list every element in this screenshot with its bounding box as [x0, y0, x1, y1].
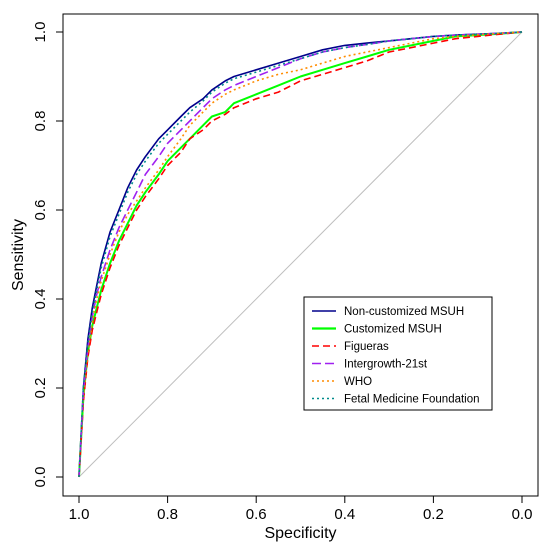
series-line-figueras: [78, 31, 523, 478]
series-line-customized-msuh: [78, 31, 523, 478]
plot-frame: [62, 13, 539, 497]
y-tick-label: 0.6: [32, 200, 49, 221]
series-line-non-customized-msuh: [78, 31, 523, 478]
x-tick-label: 1.0: [69, 506, 90, 523]
x-axis: 1.0 0.8 0.6 0.4 0.2 0.0: [69, 496, 533, 523]
legend-label-non-customized-msuh: Non-customized MSUH: [344, 306, 464, 318]
x-tick-label: 0.0: [512, 506, 533, 523]
y-tick-label: 0.2: [32, 378, 49, 399]
series-line-intergrowth-21st: [78, 31, 523, 478]
series-line-fetal-medicine-foundation: [78, 31, 523, 478]
series-line-who: [78, 31, 523, 478]
y-axis: 0.0 0.2 0.4 0.6 0.8 1.0: [32, 22, 63, 488]
x-axis-label: Specificity: [264, 525, 336, 542]
legend: Non-customized MSUH Customized MSUH Figuer…: [303, 296, 493, 411]
legend-label-figueras: Figueras: [344, 341, 389, 353]
x-tick-label: 0.4: [334, 506, 355, 523]
y-tick-label: 0.0: [32, 467, 49, 488]
x-tick-label: 0.2: [423, 506, 444, 523]
y-tick-label: 1.0: [32, 22, 49, 43]
reference-diagonal-line: [78, 31, 523, 478]
x-tick-label: 0.6: [246, 506, 267, 523]
legend-label-who: WHO: [344, 376, 372, 388]
plot-area: [78, 31, 523, 478]
legend-label-fetal-medicine-foundation: Fetal Medicine Foundation: [344, 394, 480, 406]
legend-label-customized-msuh: Customized MSUH: [344, 324, 442, 336]
y-axis-label: Sensitivity: [10, 219, 27, 291]
x-tick-label: 0.8: [157, 506, 178, 523]
legend-label-intergrowth-21st: Intergrowth-21st: [344, 359, 428, 371]
legend-box: [303, 296, 493, 411]
y-tick-label: 0.4: [32, 289, 49, 310]
y-tick-label: 0.8: [32, 111, 49, 132]
